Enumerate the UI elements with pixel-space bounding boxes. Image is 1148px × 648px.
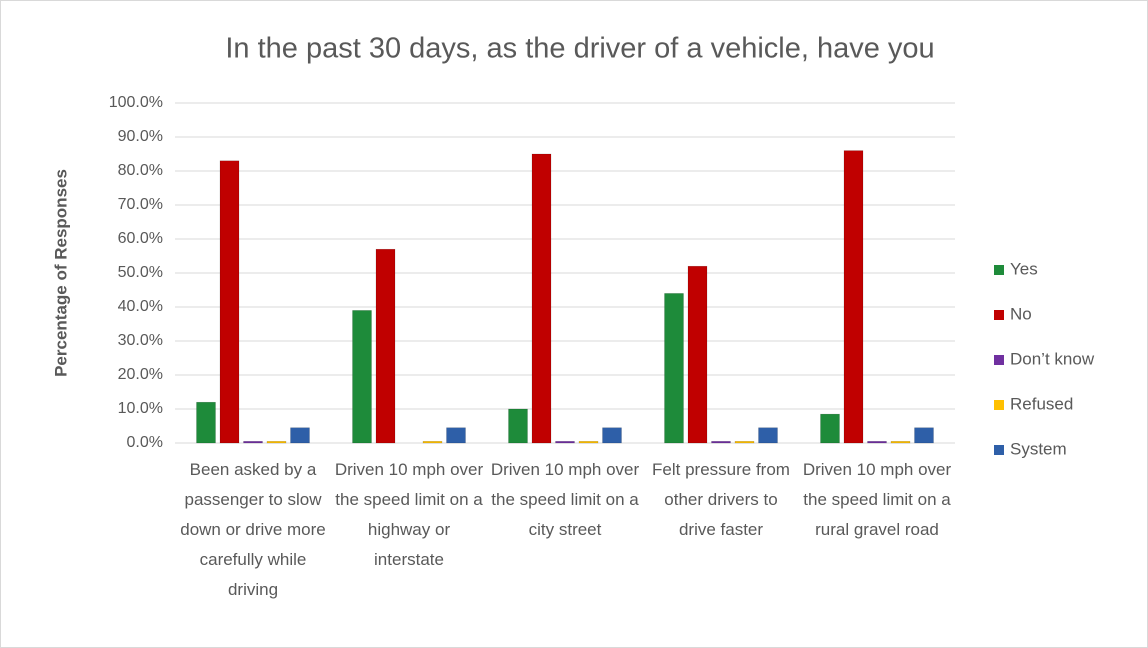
bar bbox=[196, 401, 216, 444]
bar bbox=[867, 441, 887, 444]
legend-swatch bbox=[994, 355, 1004, 365]
y-tick-label: 30.0% bbox=[118, 332, 163, 349]
bar bbox=[508, 408, 528, 444]
y-tick-label: 0.0% bbox=[127, 434, 163, 451]
bar bbox=[375, 248, 396, 444]
y-tick-label: 50.0% bbox=[118, 264, 163, 281]
x-tick-label: Driven 10 mph over the speed limit on a … bbox=[490, 460, 640, 539]
x-tick-label: Driven 10 mph over the speed limit on a … bbox=[802, 460, 952, 539]
bar bbox=[843, 150, 864, 444]
legend-swatch bbox=[994, 445, 1004, 455]
legend-label: No bbox=[1010, 304, 1032, 323]
bar bbox=[531, 153, 552, 444]
legend-swatch bbox=[994, 265, 1004, 275]
x-tick-label: Felt pressure from other drivers to driv… bbox=[652, 460, 790, 539]
legend-label: Yes bbox=[1010, 259, 1038, 278]
chart-title: In the past 30 days, as the driver of a … bbox=[225, 33, 934, 65]
y-tick-label: 100.0% bbox=[109, 94, 163, 111]
y-tick-label: 40.0% bbox=[118, 298, 163, 315]
bar bbox=[555, 441, 575, 444]
bar bbox=[890, 441, 911, 444]
bar bbox=[914, 427, 934, 444]
bar bbox=[422, 441, 443, 444]
bar bbox=[758, 427, 778, 444]
bar bbox=[820, 413, 840, 444]
bar bbox=[266, 441, 287, 444]
y-tick-label: 10.0% bbox=[118, 400, 163, 417]
y-axis-label: Percentage of Responses bbox=[51, 169, 70, 377]
bar bbox=[243, 441, 263, 444]
y-tick-label: 90.0% bbox=[118, 128, 163, 145]
x-tick-label: Driven 10 mph over the speed limit on a … bbox=[334, 460, 484, 569]
bar bbox=[734, 441, 755, 444]
legend-label: Don’t know bbox=[1010, 349, 1095, 368]
y-tick-label: 80.0% bbox=[118, 162, 163, 179]
y-tick-label: 60.0% bbox=[118, 230, 163, 247]
legend-label: System bbox=[1010, 439, 1067, 458]
bar bbox=[711, 441, 731, 444]
bar bbox=[352, 310, 372, 444]
y-tick-label: 20.0% bbox=[118, 366, 163, 383]
y-tick-label: 70.0% bbox=[118, 196, 163, 213]
legend-swatch bbox=[994, 310, 1004, 320]
bar bbox=[664, 293, 684, 444]
legend-label: Refused bbox=[1010, 394, 1073, 413]
bar bbox=[446, 427, 466, 444]
bar bbox=[687, 265, 708, 444]
bar bbox=[219, 160, 240, 444]
bar bbox=[602, 427, 622, 444]
x-tick-label: Been asked by a passenger to slow down o… bbox=[180, 460, 326, 599]
legend-swatch bbox=[994, 400, 1004, 410]
bar bbox=[290, 427, 310, 444]
bar bbox=[578, 441, 599, 444]
